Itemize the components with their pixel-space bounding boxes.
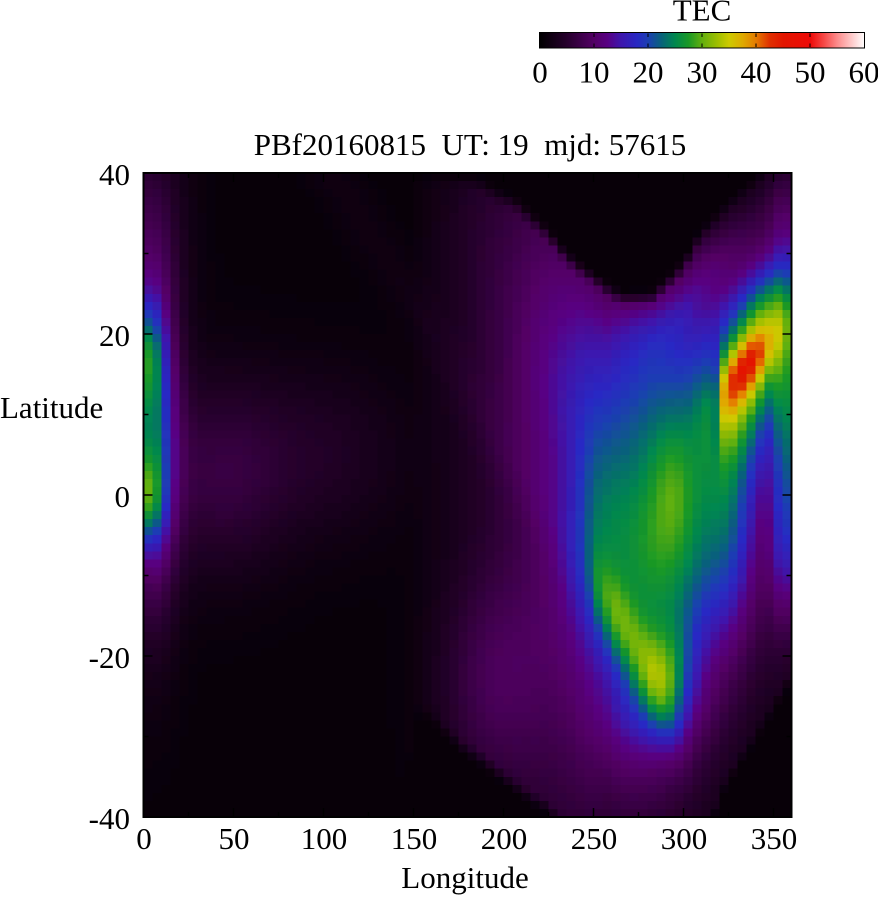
svg-text:10: 10 — [579, 55, 610, 90]
svg-text:50: 50 — [795, 55, 826, 90]
svg-text:40: 40 — [99, 157, 130, 192]
svg-text:250: 250 — [571, 821, 618, 856]
svg-text:TEC: TEC — [673, 0, 732, 28]
svg-text:0: 0 — [115, 479, 131, 514]
svg-text:100: 100 — [301, 821, 348, 856]
svg-text:50: 50 — [219, 821, 250, 856]
svg-text:20: 20 — [633, 55, 664, 90]
svg-text:Latitude: Latitude — [0, 390, 103, 425]
svg-text:30: 30 — [687, 55, 718, 90]
svg-text:0: 0 — [136, 821, 152, 856]
svg-text:-20: -20 — [89, 640, 130, 675]
svg-text:300: 300 — [661, 821, 708, 856]
svg-text:150: 150 — [391, 821, 438, 856]
svg-text:60: 60 — [849, 55, 878, 90]
svg-text:PBf20160815 UT: 19 mjd: 5761: PBf20160815 UT: 19 mjd: 57615 — [254, 127, 686, 162]
svg-text:-40: -40 — [89, 801, 130, 836]
svg-text:Longitude: Longitude — [401, 860, 528, 895]
svg-text:0: 0 — [532, 55, 548, 90]
svg-text:40: 40 — [741, 55, 772, 90]
svg-text:350: 350 — [751, 821, 798, 856]
svg-text:20: 20 — [99, 318, 130, 353]
svg-text:200: 200 — [481, 821, 528, 856]
